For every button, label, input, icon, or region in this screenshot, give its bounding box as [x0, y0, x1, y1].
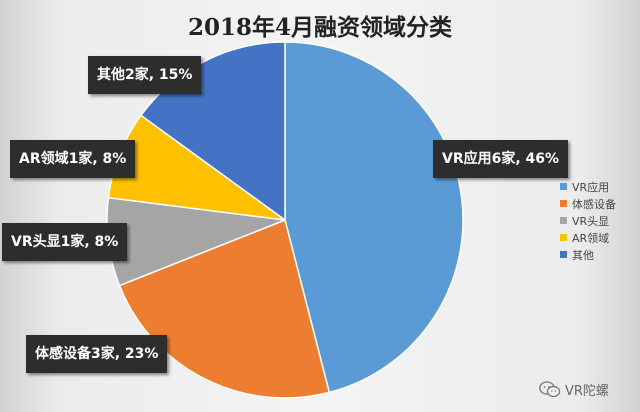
legend-swatch: [560, 183, 567, 190]
chart-title: 2018年4月融资领域分类: [187, 14, 453, 41]
watermark-text: VR陀螺: [565, 384, 609, 399]
legend-item: 体感设备: [560, 195, 616, 212]
data-label-motion-device: 体感设备3家, 23%: [26, 335, 168, 373]
legend-label: VR头显: [572, 214, 610, 228]
legend-item: VR应用: [560, 178, 616, 195]
legend-label: VR应用: [572, 180, 610, 194]
legend-item: VR头显: [560, 212, 616, 229]
legend-label: 其他: [572, 248, 594, 262]
data-label-vr-app: VR应用6家, 46%: [433, 140, 569, 178]
legend-label: AR领域: [572, 231, 610, 245]
data-label-ar: AR领域1家, 8%: [10, 140, 136, 178]
legend-swatch: [560, 217, 567, 224]
legend-swatch: [560, 200, 567, 207]
legend-swatch: [560, 234, 567, 241]
legend-label: 体感设备: [572, 197, 616, 211]
legend-swatch: [560, 251, 567, 258]
data-label-other: 其他2家, 15%: [88, 56, 202, 94]
legend-item: AR领域: [560, 229, 616, 246]
legend-item: 其他: [560, 246, 616, 263]
legend: VR应用 体感设备 VR头显 AR领域 其他: [560, 178, 616, 263]
wechat-icon: [539, 381, 561, 398]
data-label-vr-headset: VR头显1家, 8%: [2, 223, 128, 261]
watermark: VR陀螺: [539, 380, 609, 399]
pie-slice-motion-device: [118, 218, 331, 399]
pie-slice-vr-app: [284, 41, 464, 394]
